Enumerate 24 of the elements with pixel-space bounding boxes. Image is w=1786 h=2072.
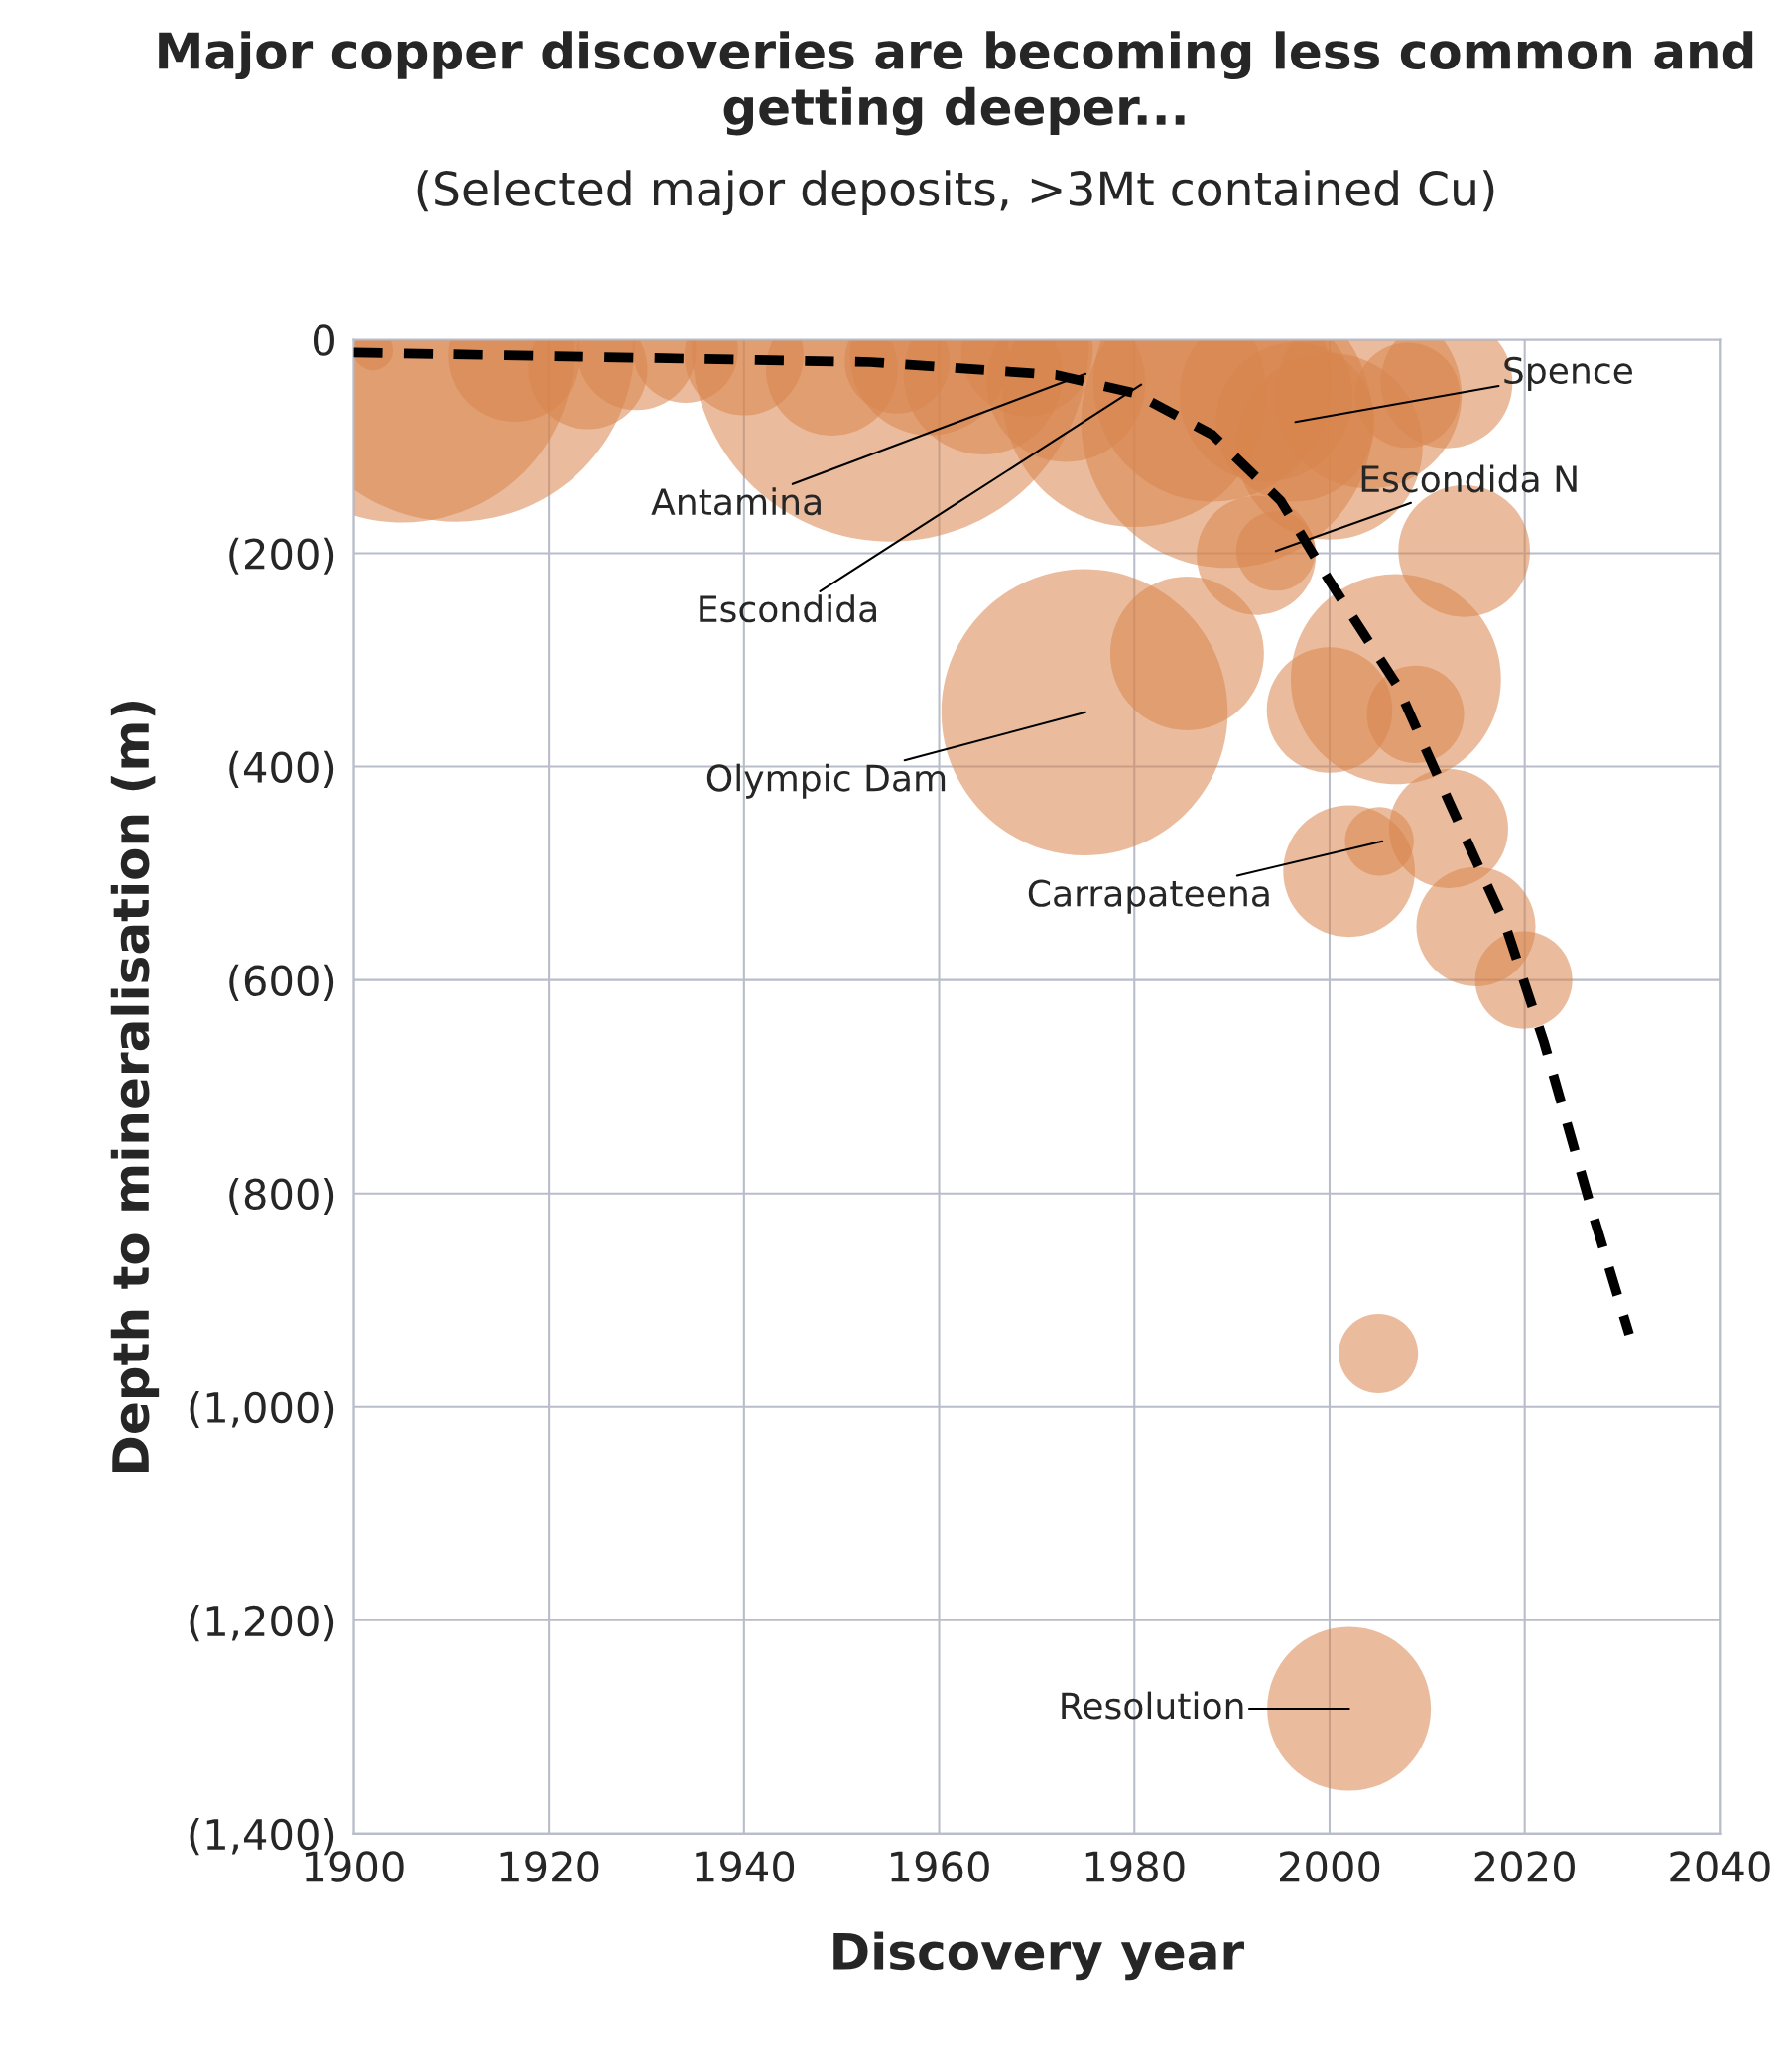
- y-tick-label: (600): [229, 964, 334, 1001]
- x-axis-title: Discovery year: [833, 1931, 1244, 1981]
- chart-subtitle: (Selected major deposits, >3Mt contained Cu): [417, 170, 1494, 215]
- x-tick-label: 1940: [696, 1851, 795, 1882]
- annotation: Escondida: [700, 594, 876, 623]
- chart-title: Major copper discoveries are becoming less common and getting deeper...: [159, 31, 1753, 136]
- y-tick-label: (800): [229, 1177, 334, 1216]
- y-tick-label: (200): [229, 537, 334, 575]
- annotation: Antamina: [651, 487, 821, 516]
- x-tick-label: 2020: [1474, 1851, 1575, 1882]
- annotation: Olympic Dam: [706, 763, 946, 799]
- y-axis-title: Depth to mineralisation (m): [110, 702, 160, 1473]
- y-tick-label: (1,200): [190, 1605, 334, 1642]
- annotation: Resolution: [1062, 1691, 1243, 1720]
- x-tick-label: 2040: [1670, 1851, 1770, 1882]
- annotation: Carrapateena: [1028, 879, 1269, 914]
- x-tick-label: 1960: [891, 1851, 989, 1882]
- y-tick-label: 0: [313, 324, 334, 356]
- y-tick-label: (1,000): [190, 1390, 334, 1429]
- x-tick-label: 2000: [1280, 1851, 1380, 1882]
- y-tick-label: (400): [229, 750, 334, 788]
- x-tick-label: 1920: [500, 1851, 599, 1882]
- x-tick-label: 1980: [1085, 1851, 1185, 1882]
- annotation: Spence: [1504, 356, 1632, 392]
